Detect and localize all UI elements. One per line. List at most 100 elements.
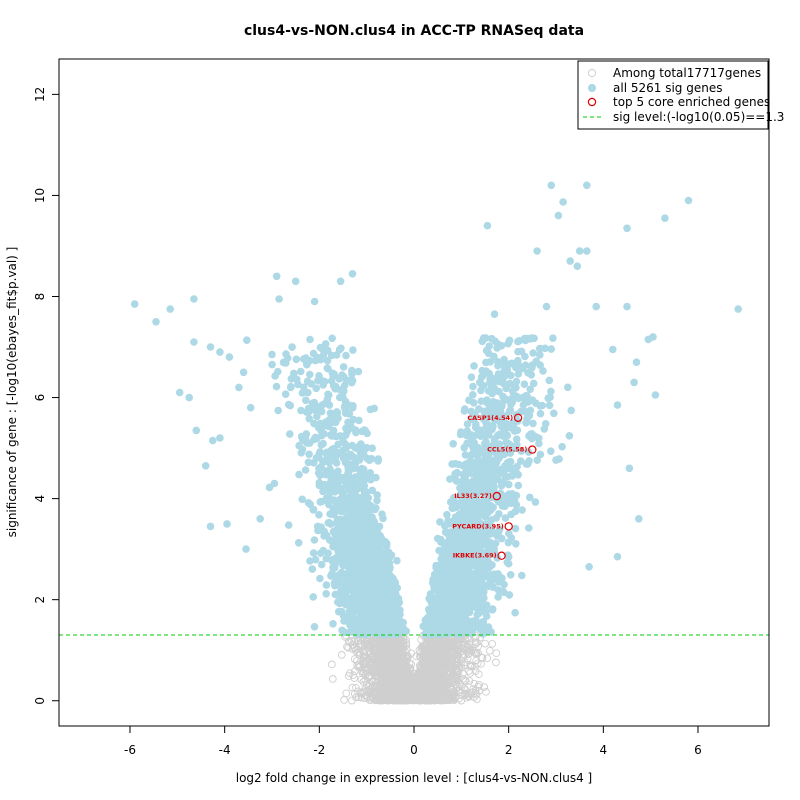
gene-point-sig bbox=[495, 510, 503, 518]
gene-point-sig bbox=[286, 382, 295, 391]
gene-point-sig bbox=[332, 459, 341, 467]
gene-point-sig bbox=[349, 346, 357, 354]
gene-point-sig bbox=[348, 441, 357, 450]
gene-point-sig bbox=[565, 431, 574, 440]
gene-point-sig bbox=[539, 367, 547, 375]
gene-point-nonsig bbox=[482, 687, 490, 696]
gene-point-nonsig bbox=[447, 656, 456, 665]
gene-point-nonsig bbox=[350, 689, 359, 698]
gene-point-sig bbox=[541, 344, 549, 353]
gene-point-nonsig bbox=[455, 681, 464, 689]
gene-point-sig bbox=[567, 406, 575, 415]
gene-point-nonsig bbox=[356, 651, 364, 660]
gene-point-sig bbox=[507, 510, 515, 519]
gene-point-nonsig bbox=[340, 696, 348, 704]
gene-point-nonsig bbox=[474, 648, 482, 657]
gene-point-sig bbox=[467, 373, 476, 382]
gene-point-sig bbox=[305, 370, 314, 379]
gene-point-sig bbox=[520, 380, 529, 389]
gene-point-nonsig bbox=[466, 661, 475, 670]
points-layer bbox=[130, 181, 742, 705]
gene-point-nonsig bbox=[402, 638, 411, 647]
gene-point-sig bbox=[315, 510, 323, 519]
gene-point-sig bbox=[331, 384, 340, 393]
gene-point-sig bbox=[502, 384, 511, 393]
gene-point-sig bbox=[524, 524, 533, 532]
gene-point-sig bbox=[320, 429, 328, 438]
gene-point-sig bbox=[449, 439, 458, 448]
gene-point-sig bbox=[301, 466, 310, 474]
gene-point-sig bbox=[494, 361, 502, 370]
gene-point-sig bbox=[479, 448, 488, 457]
gene-point-nonsig bbox=[471, 662, 479, 671]
gene-point-nonsig bbox=[328, 675, 337, 683]
gene-point-sig bbox=[549, 409, 558, 418]
gene-point-sig bbox=[320, 377, 329, 386]
gene-point-sig bbox=[504, 339, 512, 348]
gene-point-sig bbox=[354, 367, 363, 376]
gene-point-sig bbox=[512, 435, 521, 444]
gene-point-sig bbox=[305, 414, 314, 423]
gene-point-sig bbox=[323, 356, 332, 365]
gene-point-sig bbox=[316, 549, 325, 557]
gene-point-sig bbox=[529, 379, 538, 388]
gene-point-sig bbox=[393, 556, 401, 565]
gene-point-nonsig bbox=[444, 692, 452, 701]
gene-point-sig bbox=[348, 370, 356, 378]
gene-point-nonsig bbox=[352, 683, 360, 692]
gene-point-sig bbox=[312, 412, 321, 421]
gene-point-nonsig bbox=[350, 674, 359, 682]
gene-point-sig bbox=[329, 619, 337, 628]
gene-point-nonsig bbox=[480, 683, 489, 691]
gene-point-sig bbox=[545, 401, 554, 410]
gene-point-nonsig bbox=[352, 693, 360, 702]
gene-point-nonsig bbox=[463, 654, 472, 663]
gene-point-sig bbox=[342, 351, 350, 360]
gene-point-sig bbox=[292, 355, 301, 364]
gene-point-nonsig bbox=[448, 685, 456, 693]
chart-title: clus4-vs-NON.clus4 in ACC-TP RNASeq data bbox=[244, 23, 584, 39]
gene-point-nonsig bbox=[402, 636, 410, 644]
gene-point-sig bbox=[316, 343, 325, 352]
gene-point-sig bbox=[443, 510, 451, 519]
gene-point-nonsig bbox=[365, 650, 374, 659]
gene-point-nonsig bbox=[460, 676, 469, 685]
gene-point-nonsig bbox=[356, 688, 365, 697]
gene-point-sig bbox=[497, 534, 506, 543]
gene-point-sig bbox=[547, 345, 555, 353]
gene-point-sig bbox=[281, 390, 290, 399]
gene-point-sig bbox=[320, 527, 329, 536]
gene-point-sig bbox=[305, 450, 313, 459]
gene-point-sig bbox=[485, 342, 494, 351]
gene-point-sig bbox=[527, 370, 536, 379]
gene-point-sig bbox=[310, 536, 319, 544]
gene-point-nonsig bbox=[357, 675, 366, 684]
gene-point-nonsig bbox=[342, 689, 351, 698]
gene-point-nonsig bbox=[446, 638, 454, 646]
gene-point-sig bbox=[531, 498, 540, 506]
gene-point-nonsig bbox=[481, 639, 489, 648]
gene-point-sig bbox=[296, 367, 305, 376]
gene-point-nonsig bbox=[471, 689, 480, 697]
gene-point-sig bbox=[284, 521, 293, 529]
gene-point-sig bbox=[328, 334, 337, 343]
gene-point-nonsig bbox=[485, 646, 494, 655]
gene-point-sig bbox=[301, 396, 310, 405]
gene-point-sig bbox=[309, 593, 318, 601]
gene-point-sig bbox=[511, 608, 519, 617]
gene-point-nonsig bbox=[344, 672, 353, 680]
gene-point-sig bbox=[461, 451, 470, 459]
gene-point-sig bbox=[563, 383, 572, 392]
gene-point-nonsig bbox=[363, 664, 371, 673]
gene-point-nonsig bbox=[475, 681, 484, 689]
gene-point-sig bbox=[529, 349, 537, 357]
gene-point-nonsig bbox=[470, 648, 479, 657]
gene-point-nonsig bbox=[365, 689, 374, 698]
gene-point-sig bbox=[513, 356, 522, 365]
gene-point-nonsig bbox=[488, 639, 497, 648]
gene-point-sig bbox=[317, 560, 326, 569]
gene-point-sig bbox=[545, 376, 554, 385]
gene-point-sig bbox=[324, 519, 333, 527]
gene-point-sig bbox=[294, 538, 303, 547]
